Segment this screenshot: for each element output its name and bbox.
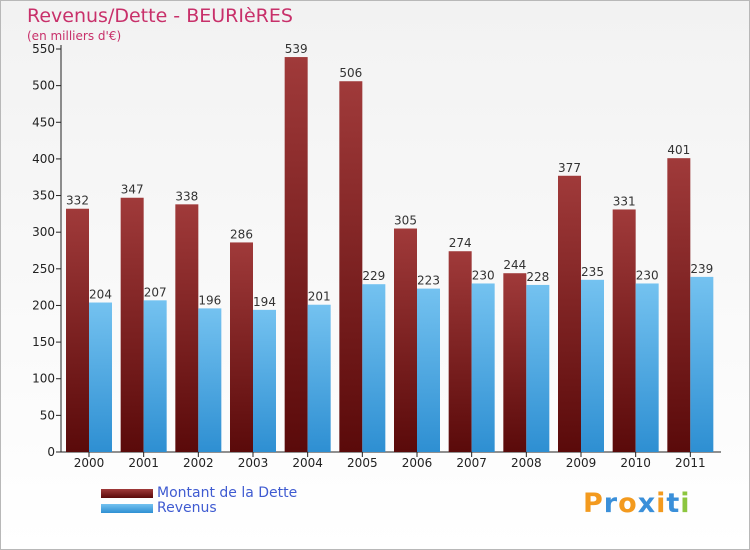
bar-dette xyxy=(394,228,417,452)
y-tick-label: 250 xyxy=(32,262,55,276)
logo-letter: t xyxy=(666,488,681,519)
x-tick-label: 2003 xyxy=(238,456,269,470)
bar-value-label: 228 xyxy=(526,270,549,284)
y-tick-label: 500 xyxy=(32,79,55,93)
x-tick-label: 2009 xyxy=(566,456,597,470)
bar-dette xyxy=(339,81,363,453)
bar-dette xyxy=(558,175,581,452)
bar-value-label: 230 xyxy=(636,268,659,282)
bar-revenus xyxy=(581,279,604,452)
bar-value-label: 223 xyxy=(417,274,440,288)
bar-dette xyxy=(230,242,253,452)
y-tick-label: 200 xyxy=(32,298,55,312)
bar-value-label: 235 xyxy=(581,265,604,279)
logo-letter: r xyxy=(603,488,619,519)
bar-value-label: 230 xyxy=(472,268,495,282)
x-tick-label: 2002 xyxy=(183,456,214,470)
bar-dette xyxy=(448,251,472,452)
legend-swatch-dette xyxy=(101,489,153,498)
bar-revenus xyxy=(690,276,714,452)
x-tick-label: 2007 xyxy=(456,456,487,470)
x-tick-label: 2011 xyxy=(675,456,706,470)
bar-value-label: 506 xyxy=(339,66,362,80)
bar-value-label: 331 xyxy=(613,194,636,208)
logo-letter: P xyxy=(583,488,604,519)
bar-value-label: 194 xyxy=(253,295,276,309)
y-tick-label: 300 xyxy=(32,225,55,239)
x-tick-label: 2000 xyxy=(74,456,105,470)
bar-value-label: 201 xyxy=(308,290,331,304)
x-tick-label: 2004 xyxy=(292,456,323,470)
y-tick-label: 550 xyxy=(32,42,55,56)
x-tick-label: 2005 xyxy=(347,456,378,470)
bar-revenus xyxy=(362,284,386,452)
y-tick-label: 150 xyxy=(32,335,55,349)
bar-dette xyxy=(667,158,691,452)
x-tick-label: 2008 xyxy=(511,456,542,470)
bar-revenus xyxy=(526,284,550,452)
bar-value-label: 274 xyxy=(449,236,472,250)
bar-value-label: 239 xyxy=(690,262,713,276)
y-tick-label: 450 xyxy=(32,115,55,129)
bar-revenus xyxy=(307,304,331,452)
x-tick-label: 2006 xyxy=(402,456,433,470)
bar-value-label: 338 xyxy=(175,189,198,203)
y-tick-label: 0 xyxy=(47,445,55,459)
bar-value-label: 401 xyxy=(667,143,690,157)
bar-dette xyxy=(66,208,89,452)
bar-dette xyxy=(284,57,308,453)
bar-revenus xyxy=(417,288,440,452)
bar-revenus xyxy=(143,300,167,452)
bar-value-label: 305 xyxy=(394,214,417,228)
y-tick-label: 100 xyxy=(32,372,55,386)
bar-dette xyxy=(175,204,199,452)
bar-value-label: 286 xyxy=(230,227,253,241)
legend-label-dette: Montant de la Dette xyxy=(157,485,298,501)
logo-letter: i xyxy=(680,488,691,519)
bar-revenus xyxy=(635,283,659,452)
bar-revenus xyxy=(253,309,276,452)
bar-revenus xyxy=(89,302,112,452)
logo-letter: i xyxy=(656,488,667,519)
chart-title: Revenus/Dette - BEURIèRES xyxy=(27,5,293,27)
legend-label-revenus: Revenus xyxy=(157,500,217,516)
bar-value-label: 377 xyxy=(558,161,581,175)
y-tick-label: 50 xyxy=(40,408,55,422)
bar-dette xyxy=(503,273,527,452)
bar-value-label: 204 xyxy=(89,288,112,302)
bar-dette xyxy=(612,209,636,452)
chart-subtitle: (en milliers d'€) xyxy=(27,29,122,43)
bar-value-label: 229 xyxy=(362,269,385,283)
legend-swatch-revenus xyxy=(101,504,153,513)
x-tick-label: 2001 xyxy=(128,456,159,470)
x-tick-label: 2010 xyxy=(620,456,651,470)
y-tick-label: 350 xyxy=(32,189,55,203)
bar-value-label: 196 xyxy=(198,293,221,307)
y-tick-label: 400 xyxy=(32,152,55,166)
bar-dette xyxy=(120,197,144,452)
bar-value-label: 332 xyxy=(66,194,89,208)
bar-value-label: 207 xyxy=(144,285,167,299)
bar-revenus xyxy=(198,308,222,452)
bar-revenus xyxy=(471,283,495,452)
bar-value-label: 347 xyxy=(121,183,144,197)
bar-value-label: 244 xyxy=(503,258,526,272)
logo-letter: o xyxy=(618,488,638,519)
logo-letter: x xyxy=(637,488,657,519)
proxiti-logo: Proxiti xyxy=(583,488,691,519)
bar-value-label: 539 xyxy=(285,42,308,56)
